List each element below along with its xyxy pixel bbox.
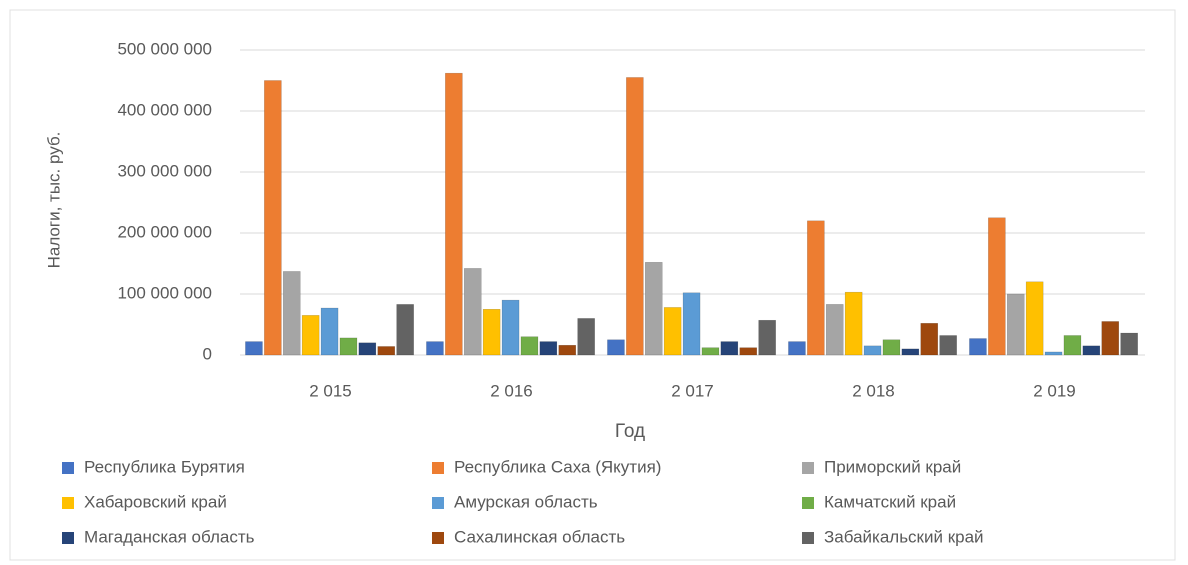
bar xyxy=(558,344,577,356)
legend-swatch xyxy=(62,462,74,474)
bar xyxy=(739,347,758,356)
bar xyxy=(901,348,920,356)
bar xyxy=(882,339,901,356)
bar xyxy=(320,307,339,356)
y-tick-label: 200 000 000 xyxy=(117,222,212,241)
bar xyxy=(282,271,301,356)
y-axis-title: Налоги, тыс. руб. xyxy=(44,132,63,269)
legend-label: Приморский край xyxy=(824,457,961,476)
bar xyxy=(920,323,939,356)
legend-swatch xyxy=(62,497,74,509)
legend-swatch xyxy=(802,462,814,474)
legend-label: Забайкальский край xyxy=(824,527,984,546)
x-tick-label: 2 015 xyxy=(309,381,352,400)
bar xyxy=(844,291,863,356)
bar xyxy=(501,299,520,356)
bar xyxy=(701,347,720,356)
legend-swatch xyxy=(432,462,444,474)
bar xyxy=(682,292,701,356)
legend-swatch xyxy=(432,532,444,544)
x-tick-label: 2 016 xyxy=(490,381,533,400)
bar xyxy=(377,346,396,356)
legend-swatch xyxy=(432,497,444,509)
bar xyxy=(626,77,644,356)
bar xyxy=(1006,293,1025,356)
legend-swatch xyxy=(802,497,814,509)
x-tick-label: 2 017 xyxy=(671,381,714,400)
bar xyxy=(445,72,463,356)
y-tick-label: 400 000 000 xyxy=(117,100,212,119)
x-axis-title: Год xyxy=(615,421,645,442)
bar xyxy=(358,342,377,356)
legend-label: Сахалинская область xyxy=(454,527,625,546)
bar xyxy=(644,262,663,356)
bar xyxy=(463,268,482,356)
y-tick-label: 0 xyxy=(203,344,212,363)
chart-border xyxy=(9,9,1176,561)
bar xyxy=(245,341,263,356)
bar xyxy=(264,80,282,356)
y-tick-label: 300 000 000 xyxy=(117,161,212,180)
bar xyxy=(663,307,682,356)
bar xyxy=(825,304,844,356)
bar xyxy=(520,336,539,356)
legend-swatch xyxy=(802,532,814,544)
bar xyxy=(863,345,882,356)
y-tick-label: 100 000 000 xyxy=(117,283,212,302)
bar xyxy=(339,337,358,356)
bar xyxy=(607,339,625,356)
bar xyxy=(988,217,1006,356)
legend-label: Амурская область xyxy=(454,492,598,511)
bar xyxy=(1044,351,1063,356)
legend-swatch xyxy=(62,532,74,544)
bar xyxy=(1063,335,1082,356)
bar xyxy=(1082,345,1101,356)
bar xyxy=(969,338,987,356)
legend-label: Магаданская область xyxy=(84,527,255,546)
legend-label: Республика Бурятия xyxy=(84,457,245,476)
x-tick-label: 2 018 xyxy=(852,381,895,400)
bar xyxy=(807,220,825,356)
bar xyxy=(1120,332,1138,356)
bar xyxy=(1101,321,1120,356)
bar xyxy=(1025,281,1044,356)
bar xyxy=(539,341,558,356)
legend-label: Хабаровский край xyxy=(84,492,227,511)
bar xyxy=(577,318,595,356)
bar xyxy=(426,341,444,356)
bar xyxy=(720,341,739,356)
bar xyxy=(939,335,957,356)
bar xyxy=(396,304,414,356)
legend-label: Республика Саха (Якутия) xyxy=(454,457,661,476)
legend-label: Камчатский край xyxy=(824,492,956,511)
y-tick-label: 500 000 000 xyxy=(117,39,212,58)
bar xyxy=(482,309,501,356)
bar xyxy=(758,319,776,356)
bar xyxy=(788,341,806,356)
x-tick-label: 2 019 xyxy=(1033,381,1076,400)
bar xyxy=(301,315,320,356)
